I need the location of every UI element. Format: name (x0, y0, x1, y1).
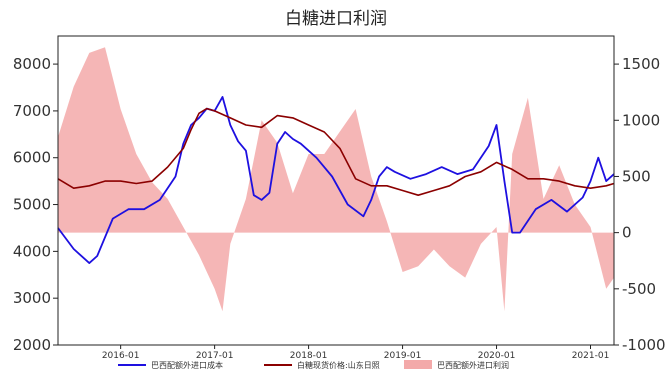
profit-area-layer (58, 47, 614, 312)
y-right-tick-label-5: 1500 (622, 55, 660, 73)
x-tick-label-3: 2019-01 (384, 351, 422, 361)
legend-label-2: 巴西配额外进口利润 (437, 360, 509, 370)
y-right-tick-label-2: 0 (622, 224, 632, 242)
y-left-tick-label-4: 6000 (13, 149, 51, 167)
legend-label-1: 白糖现货价格:山东日照 (297, 360, 380, 370)
y-right-tick-label-0: -1000 (622, 336, 666, 354)
x-tick-label-2: 2018-01 (290, 351, 328, 361)
plot-frame (57, 35, 615, 346)
x-tick-label-0: 2016-01 (102, 351, 140, 361)
y-right-tick-label-4: 1000 (622, 111, 660, 129)
y-left-tick-label-0: 2000 (13, 336, 51, 354)
chart-title: 白糖进口利润 (285, 9, 387, 29)
x-tick-label-4: 2020-01 (478, 351, 516, 361)
y-left-tick-label-2: 4000 (13, 242, 51, 260)
y-left-tick-label-1: 3000 (13, 289, 51, 307)
legend-label-0: 巴西配额外进口成本 (151, 360, 223, 370)
price-lines-layer (57, 96, 615, 264)
series-line-0 (57, 96, 615, 264)
y-left-tick-label-3: 5000 (13, 196, 51, 214)
y-left-tick-label-5: 7000 (13, 102, 51, 120)
legend: 巴西配额外进口成本 白糖现货价格:山东日照 巴西配额外进口利润 (118, 360, 509, 370)
x-tick-label-1: 2017-01 (196, 351, 234, 361)
series-line-1 (57, 107, 615, 196)
series-area-2 (58, 47, 614, 312)
y-right-tick-label-3: 500 (622, 167, 651, 185)
x-tick-label-5: 2021-01 (572, 351, 610, 361)
y-right-tick-label-1: -500 (622, 280, 656, 298)
legend-swatch-2 (404, 360, 432, 369)
axes-layer: 2000 3000 4000 5000 6000 7000 8000 -1000 -500 0 50… (13, 55, 666, 361)
y-left-tick-label-6: 8000 (13, 55, 51, 73)
